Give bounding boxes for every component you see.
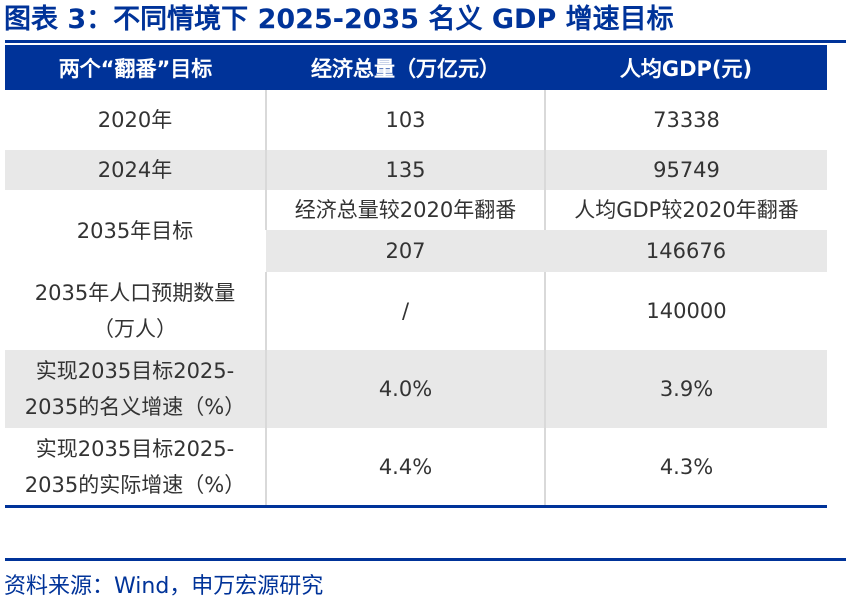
per-capita-value: 140000 — [544, 272, 827, 350]
row-label-line2: （万人） — [93, 317, 177, 341]
gdp-value: 4.4% — [265, 428, 545, 505]
gdp-value: 4.0% — [265, 350, 545, 428]
row-label: 2035年人口预期数量 （万人） — [5, 272, 266, 350]
gdp-value: 135 — [265, 150, 545, 190]
row-label: 实现2035目标2025- 2035的名义增速（%） — [5, 350, 266, 428]
table-row-2035-target-value: 207 146676 — [5, 230, 827, 272]
row-label-line2: 2035的名义增速（%） — [24, 395, 246, 419]
row-label: 2020年 — [5, 90, 266, 150]
table-header-row: 两个“翻番”目标 经济总量（万亿元） 人均GDP(元) — [5, 45, 827, 90]
row-label: 2024年 — [5, 150, 266, 190]
table-row-real-growth: 实现2035目标2025- 2035的实际增速（%） 4.4% 4.3% — [5, 428, 827, 505]
gdp-value: 103 — [265, 90, 545, 150]
per-capita-value: 95749 — [544, 150, 827, 190]
gdp-note: 经济总量较2020年翻番 — [265, 190, 545, 230]
table-row-2035-target-note: 2035年目标 经济总量较2020年翻番 人均GDP较2020年翻番 — [5, 190, 827, 272]
row-label-line1: 2035年人口预期数量 — [34, 281, 236, 305]
table-row-population: 2035年人口预期数量 （万人） / 140000 — [5, 272, 827, 350]
per-capita-value: 3.9% — [544, 350, 827, 428]
row-label: 2035年目标 — [5, 190, 266, 272]
header-targets: 两个“翻番”目标 — [5, 45, 266, 90]
figure-title: 图表 3：不同情境下 2025-2035 名义 GDP 增速目标 — [4, 4, 674, 35]
gdp-target-table: 两个“翻番”目标 经济总量（万亿元） 人均GDP(元) 2020年 103 73… — [5, 45, 827, 505]
per-capita-value: 4.3% — [544, 428, 827, 505]
header-gdp: 经济总量（万亿元） — [266, 45, 545, 90]
title-rule — [5, 40, 846, 43]
header-per-capita: 人均GDP(元) — [545, 45, 827, 90]
row-label-line1: 实现2035目标2025- — [35, 359, 235, 383]
row-label-line1: 实现2035目标2025- — [35, 436, 235, 461]
table-bottom-rule — [5, 505, 827, 508]
per-capita-value: 146676 — [545, 230, 827, 272]
source-note: 资料来源：Wind，申万宏源研究 — [4, 574, 324, 599]
per-capita-value: 73338 — [544, 90, 827, 150]
per-capita-note: 人均GDP较2020年翻番 — [544, 190, 827, 230]
row-label-line2: 2035的实际增速（%） — [24, 472, 246, 497]
gdp-value: / — [265, 272, 545, 350]
footer-rule — [5, 558, 846, 561]
gdp-value: 207 — [266, 230, 545, 272]
table-row-2020: 2020年 103 73338 — [5, 90, 827, 150]
row-label: 实现2035目标2025- 2035的实际增速（%） — [5, 428, 266, 505]
table-row-nominal-growth: 实现2035目标2025- 2035的名义增速（%） 4.0% 3.9% — [5, 350, 827, 428]
table-row-2024: 2024年 135 95749 — [5, 150, 827, 190]
